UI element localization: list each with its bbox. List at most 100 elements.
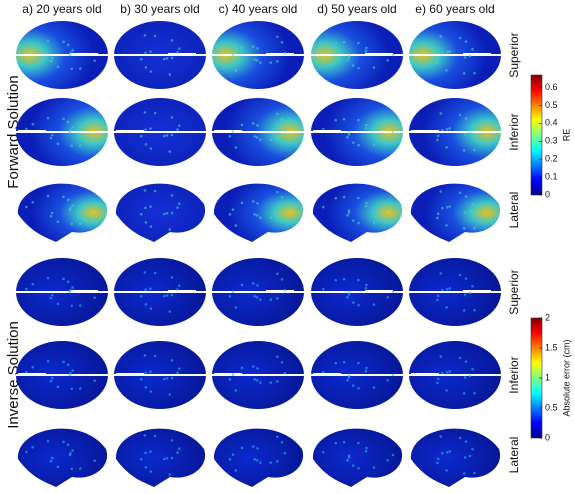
texture-spot bbox=[153, 111, 157, 115]
texture-spot bbox=[46, 359, 50, 363]
texture-spot bbox=[253, 213, 256, 216]
texture-spot bbox=[231, 130, 235, 133]
texture-spot bbox=[70, 144, 74, 148]
texture-spot bbox=[463, 211, 467, 214]
texture-spot bbox=[445, 370, 449, 374]
texture-spot bbox=[153, 434, 157, 438]
texture-spot bbox=[364, 286, 368, 290]
slit bbox=[411, 373, 439, 376]
texture-spot bbox=[228, 213, 232, 216]
texture-spot bbox=[464, 360, 468, 363]
texture-spot bbox=[357, 466, 360, 470]
texture-spot bbox=[342, 277, 346, 281]
texture-spot bbox=[464, 277, 468, 280]
texture-spot bbox=[458, 191, 462, 195]
texture-spot bbox=[463, 456, 467, 459]
texture-spot bbox=[386, 214, 390, 217]
texture-spot bbox=[255, 136, 259, 139]
texture-spot bbox=[62, 195, 65, 199]
texture-spot bbox=[251, 282, 255, 285]
texture-spot bbox=[168, 73, 172, 76]
texture-spot bbox=[139, 134, 143, 138]
texture-spot bbox=[334, 278, 338, 282]
texture-spot bbox=[269, 298, 273, 301]
texture-spot bbox=[176, 128, 179, 131]
texture-spot bbox=[149, 450, 152, 453]
texture-spot bbox=[436, 57, 440, 61]
texture-spot bbox=[259, 381, 262, 384]
texture-spot bbox=[439, 112, 443, 115]
texture-spot bbox=[177, 284, 181, 287]
texture-spot bbox=[445, 469, 448, 472]
colorbar bbox=[530, 74, 543, 196]
texture-spot bbox=[143, 34, 147, 37]
texture-spot bbox=[436, 381, 439, 385]
texture-spot bbox=[364, 369, 368, 373]
texture-spot bbox=[56, 142, 60, 146]
texture-spot bbox=[144, 221, 148, 224]
texture-spot bbox=[473, 308, 476, 312]
texture-spot bbox=[170, 56, 174, 60]
texture-spot bbox=[56, 302, 60, 306]
texture-spot bbox=[144, 466, 148, 469]
texture-spot bbox=[351, 64, 355, 67]
texture-spot bbox=[436, 216, 439, 220]
texture-spot bbox=[346, 214, 349, 217]
texture-spot bbox=[31, 122, 35, 126]
texture-spot bbox=[49, 296, 53, 300]
texture-spot bbox=[471, 284, 474, 288]
brain-row bbox=[17, 428, 501, 487]
texture-spot bbox=[372, 66, 376, 69]
texture-spot bbox=[471, 447, 474, 451]
colorbar-tick-label: 0.2 bbox=[545, 154, 558, 164]
texture-spot bbox=[143, 271, 147, 274]
texture-spot bbox=[153, 354, 157, 358]
brain-lateral-view bbox=[410, 428, 501, 487]
texture-spot bbox=[342, 360, 346, 364]
slit bbox=[313, 373, 341, 376]
texture-spot bbox=[93, 59, 96, 62]
texture-spot bbox=[70, 304, 74, 308]
texture-spot bbox=[25, 127, 28, 131]
texture-spot bbox=[170, 276, 174, 279]
slit bbox=[266, 290, 294, 293]
slit bbox=[463, 53, 491, 56]
texture-spot bbox=[255, 296, 259, 299]
texture-spot bbox=[56, 65, 60, 69]
texture-spot bbox=[228, 58, 232, 61]
slit bbox=[365, 53, 393, 56]
texture-spot bbox=[71, 449, 74, 452]
texture-spot bbox=[144, 451, 147, 455]
texture-spot bbox=[458, 113, 462, 117]
texture-spot bbox=[31, 45, 35, 49]
texture-spot bbox=[240, 366, 244, 370]
texture-spot bbox=[165, 457, 169, 460]
texture-spot bbox=[346, 136, 349, 139]
texture-spot bbox=[62, 117, 65, 121]
texture-spot bbox=[50, 211, 54, 215]
texture-spot bbox=[269, 216, 273, 219]
texture-spot bbox=[50, 133, 54, 137]
texture-spot bbox=[322, 205, 325, 209]
texture-spot bbox=[143, 189, 147, 192]
texture-spot bbox=[253, 135, 256, 138]
texture-spot bbox=[280, 195, 284, 199]
texture-spot bbox=[231, 453, 235, 456]
texture-spot bbox=[71, 204, 74, 207]
texture-spot bbox=[439, 190, 443, 193]
texture-spot bbox=[46, 194, 50, 198]
texture-spot bbox=[93, 136, 96, 139]
texture-spot bbox=[436, 138, 439, 142]
texture-spot bbox=[357, 221, 360, 225]
view-label: Superior bbox=[507, 269, 521, 314]
texture-spot bbox=[149, 307, 153, 310]
texture-spot bbox=[322, 370, 325, 374]
view-label: Superior bbox=[507, 32, 521, 77]
texture-spot bbox=[139, 212, 143, 216]
texture-spot bbox=[463, 133, 467, 136]
texture-spot bbox=[168, 473, 172, 476]
brain-row bbox=[16, 258, 501, 326]
texture-spot bbox=[436, 134, 440, 138]
texture-spot bbox=[149, 470, 153, 473]
